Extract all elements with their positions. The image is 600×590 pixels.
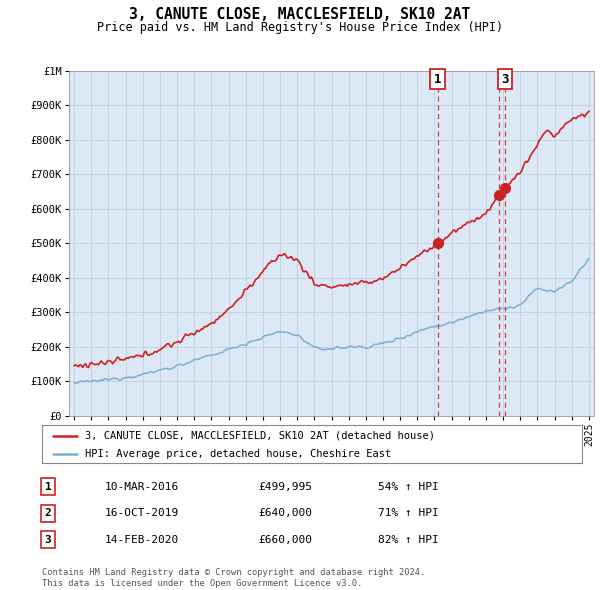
- Text: 71% ↑ HPI: 71% ↑ HPI: [378, 509, 439, 518]
- Text: 3: 3: [44, 535, 52, 545]
- Text: This data is licensed under the Open Government Licence v3.0.: This data is licensed under the Open Gov…: [42, 579, 362, 588]
- Text: 82% ↑ HPI: 82% ↑ HPI: [378, 535, 439, 545]
- Text: £640,000: £640,000: [258, 509, 312, 518]
- Text: Price paid vs. HM Land Registry's House Price Index (HPI): Price paid vs. HM Land Registry's House …: [97, 21, 503, 34]
- Text: £499,995: £499,995: [258, 482, 312, 491]
- Text: Contains HM Land Registry data © Crown copyright and database right 2024.: Contains HM Land Registry data © Crown c…: [42, 568, 425, 576]
- Text: 3, CANUTE CLOSE, MACCLESFIELD, SK10 2AT (detached house): 3, CANUTE CLOSE, MACCLESFIELD, SK10 2AT …: [85, 431, 435, 441]
- Text: 10-MAR-2016: 10-MAR-2016: [105, 482, 179, 491]
- Text: 16-OCT-2019: 16-OCT-2019: [105, 509, 179, 518]
- Text: 54% ↑ HPI: 54% ↑ HPI: [378, 482, 439, 491]
- Text: 3, CANUTE CLOSE, MACCLESFIELD, SK10 2AT: 3, CANUTE CLOSE, MACCLESFIELD, SK10 2AT: [130, 7, 470, 22]
- Text: £660,000: £660,000: [258, 535, 312, 545]
- Text: HPI: Average price, detached house, Cheshire East: HPI: Average price, detached house, Ches…: [85, 448, 391, 458]
- Text: 14-FEB-2020: 14-FEB-2020: [105, 535, 179, 545]
- Text: 2: 2: [44, 509, 52, 518]
- Text: 1: 1: [434, 73, 442, 86]
- Text: 3: 3: [502, 73, 509, 86]
- Text: 1: 1: [44, 482, 52, 491]
